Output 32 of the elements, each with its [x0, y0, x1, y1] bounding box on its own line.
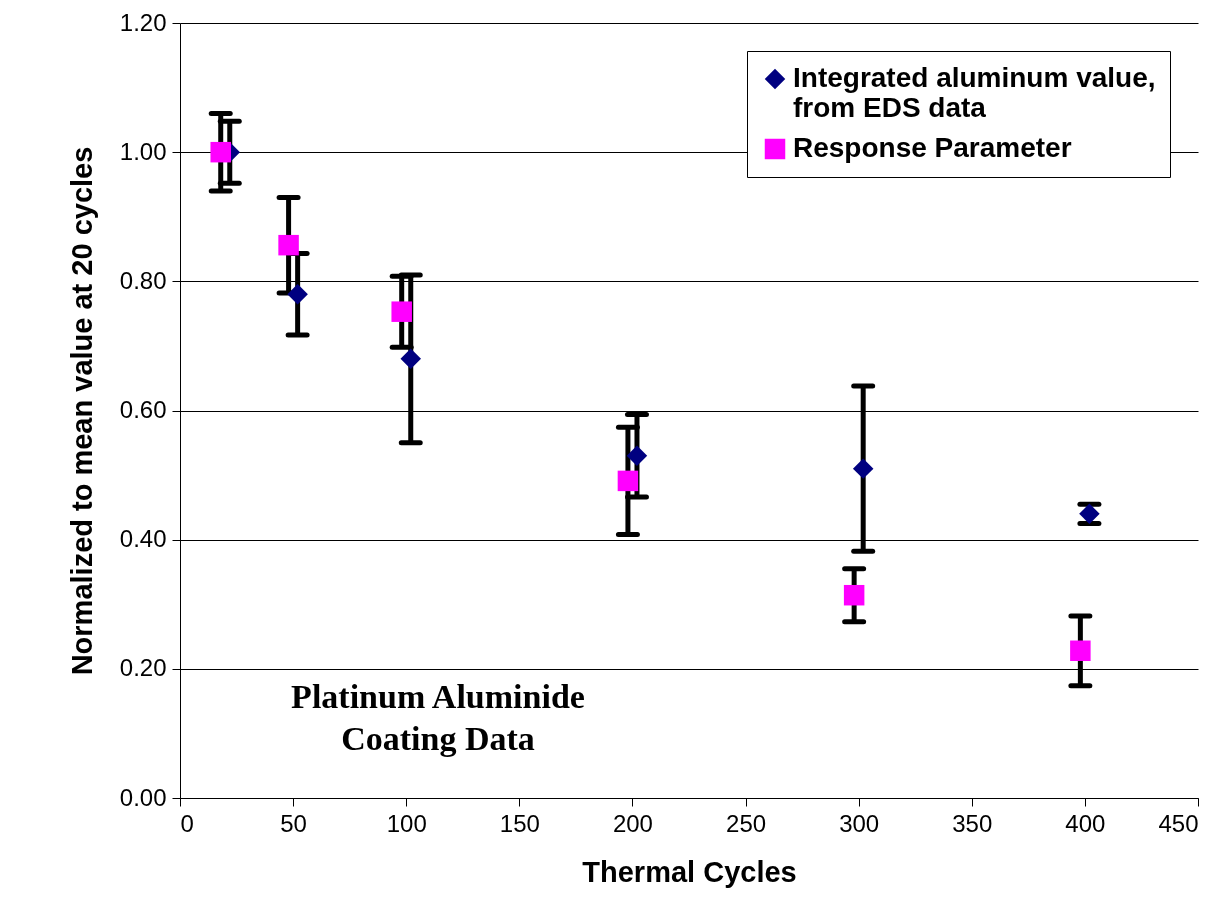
x-tick-label: 400 [1065, 809, 1106, 837]
y-tick-label: 1.00 [119, 137, 167, 165]
point [287, 284, 308, 305]
point [626, 445, 648, 466]
x-tick-label: 50 [280, 809, 307, 837]
point [1070, 640, 1091, 661]
x-tick-label: 300 [839, 809, 880, 837]
point [852, 458, 874, 479]
legend-label: Integrated aluminum value, from EDS data [793, 62, 1156, 123]
x-tick-label: 100 [386, 809, 427, 837]
x-tick-label: 250 [726, 809, 767, 837]
point [400, 348, 421, 370]
point [617, 470, 639, 492]
point [210, 141, 231, 163]
x-axis-title: Thermal Cycles [582, 855, 797, 888]
x-tick-label: 450 [1158, 809, 1199, 837]
point [278, 234, 299, 256]
y-tick-label: 0.60 [119, 396, 167, 423]
x-tick-label: 200 [612, 809, 653, 837]
x-tick-label: 0 [180, 809, 194, 837]
x-tick-label: 350 [952, 809, 993, 837]
y-tick-label: 0.00 [119, 783, 167, 811]
point [391, 301, 412, 322]
y-tick-label: 0.80 [119, 266, 167, 294]
y-tick-label: 1.20 [119, 8, 167, 36]
point [843, 584, 865, 606]
y-tick-label: 0.20 [119, 654, 167, 682]
annotation: Platinum Aluminide Coating Data [291, 678, 585, 757]
x-tick-label: 150 [499, 809, 540, 837]
y-tick-label: 0.40 [119, 525, 167, 553]
y-axis-title: Normalized to mean value at 20 cycles [65, 146, 98, 676]
legend-label: Response Parameter [793, 132, 1072, 163]
